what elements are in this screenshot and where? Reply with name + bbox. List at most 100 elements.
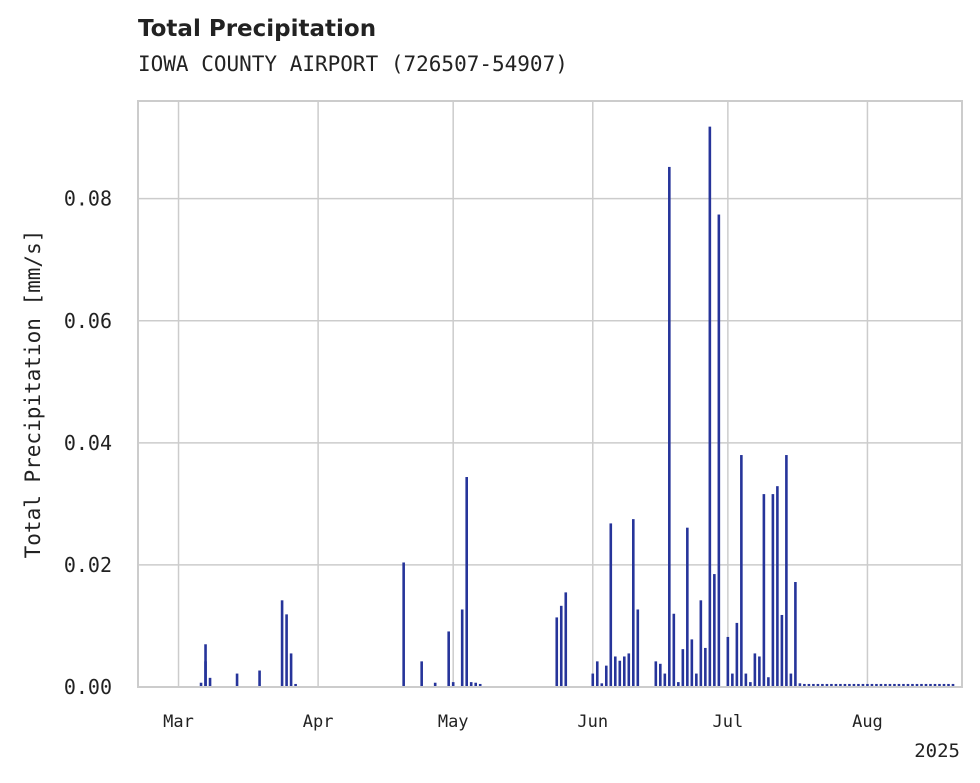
precip-bar	[830, 683, 833, 687]
precip-bar	[280, 600, 284, 687]
y-tick-label: 0.00	[64, 675, 112, 699]
precip-bar	[420, 661, 423, 687]
precip-bar	[618, 660, 622, 687]
precip-bar	[668, 166, 671, 688]
precip-bar	[726, 636, 730, 687]
precip-bar	[758, 656, 761, 687]
precip-bar	[911, 683, 914, 687]
precip-bar	[924, 683, 928, 687]
precip-bar	[942, 683, 946, 687]
y-tick-label: 0.06	[64, 309, 112, 333]
precip-bar	[870, 683, 874, 687]
precip-bar	[258, 670, 261, 687]
precip-bar	[600, 683, 604, 687]
precip-bar	[204, 661, 207, 687]
precip-bar	[906, 683, 910, 687]
precip-bar	[780, 614, 784, 687]
precip-bar	[690, 639, 694, 687]
precip-bar	[686, 527, 689, 687]
precip-bar	[294, 683, 297, 687]
y-tick-label: 0.08	[64, 187, 112, 211]
plot-frame	[137, 100, 963, 688]
precip-bar	[888, 683, 892, 687]
precip-bar	[717, 214, 721, 687]
precip-bar	[555, 617, 559, 687]
precip-bar	[843, 683, 847, 687]
precip-bar	[564, 592, 568, 687]
y-axis-ticks: 0.00 0.02 0.04 0.06 0.08	[64, 187, 112, 699]
precip-bar	[897, 683, 901, 687]
precip-bar	[839, 683, 842, 687]
precip-bar	[613, 656, 617, 687]
precip-bar	[636, 609, 640, 687]
precip-bar	[235, 673, 239, 687]
grid-lines	[138, 101, 962, 688]
precip-bar	[595, 661, 599, 687]
precip-bar	[767, 677, 770, 687]
precip-bar	[622, 656, 626, 687]
precip-bar	[402, 562, 405, 687]
precip-bar	[875, 683, 878, 687]
precip-bar	[821, 683, 824, 687]
precip-bar	[677, 682, 680, 687]
precip-bar	[659, 663, 662, 687]
precip-bar	[848, 683, 851, 687]
precip-bar	[776, 486, 779, 687]
precipitation-bars	[199, 126, 955, 688]
precip-bar	[866, 683, 869, 687]
precip-bar	[699, 600, 703, 687]
precip-bar	[695, 673, 698, 687]
precip-bar	[731, 673, 734, 687]
precip-bar	[834, 683, 838, 687]
precip-bar	[785, 455, 788, 687]
precip-bar	[478, 683, 482, 687]
precip-bar	[663, 673, 667, 687]
precip-bar	[604, 665, 608, 687]
precip-bar	[447, 631, 450, 687]
precip-bar	[451, 682, 455, 687]
precip-bar	[681, 649, 685, 687]
precip-bar	[771, 494, 775, 687]
precip-bar	[285, 614, 288, 687]
y-tick-label: 0.04	[64, 431, 112, 455]
precip-bar	[591, 673, 595, 687]
precip-bar	[879, 683, 883, 687]
x-tick-label: Jul	[712, 712, 743, 732]
x-tick-label: Aug	[852, 712, 883, 732]
x-tick-label: Apr	[303, 712, 334, 732]
precip-bar	[735, 622, 739, 687]
precip-bar	[199, 682, 203, 687]
y-axis-label: Total Precipitation [mm/s]	[21, 230, 45, 559]
precip-bar	[713, 574, 716, 687]
precip-bar	[951, 683, 955, 687]
precip-bar	[744, 673, 748, 687]
precip-bar	[807, 683, 811, 687]
x-axis-year-label: 2025	[914, 740, 960, 762]
precip-bar	[654, 661, 658, 687]
precip-bar	[632, 519, 635, 687]
precip-bar	[749, 682, 752, 687]
y-tick-label: 0.02	[64, 553, 112, 577]
precip-bar	[289, 653, 293, 687]
precip-bar	[208, 677, 212, 687]
precip-bar	[704, 647, 707, 687]
precip-bar	[753, 653, 757, 687]
precip-bar	[474, 682, 478, 687]
precip-bar	[812, 683, 815, 687]
precip-bar	[469, 682, 473, 687]
precip-bar	[933, 683, 937, 687]
precip-bar	[627, 653, 631, 687]
precip-bar	[794, 582, 797, 687]
precip-bar	[433, 682, 437, 687]
precip-bar	[559, 605, 563, 687]
precip-bar	[902, 683, 905, 687]
x-tick-label: Mar	[163, 712, 194, 732]
x-tick-label: May	[438, 712, 469, 732]
precip-bar	[816, 683, 820, 687]
precip-bar	[938, 683, 941, 687]
precip-bar	[857, 683, 860, 687]
precip-bar	[893, 683, 896, 687]
precip-bar	[852, 683, 856, 687]
precip-bar	[915, 683, 919, 687]
precip-bar	[798, 683, 802, 687]
